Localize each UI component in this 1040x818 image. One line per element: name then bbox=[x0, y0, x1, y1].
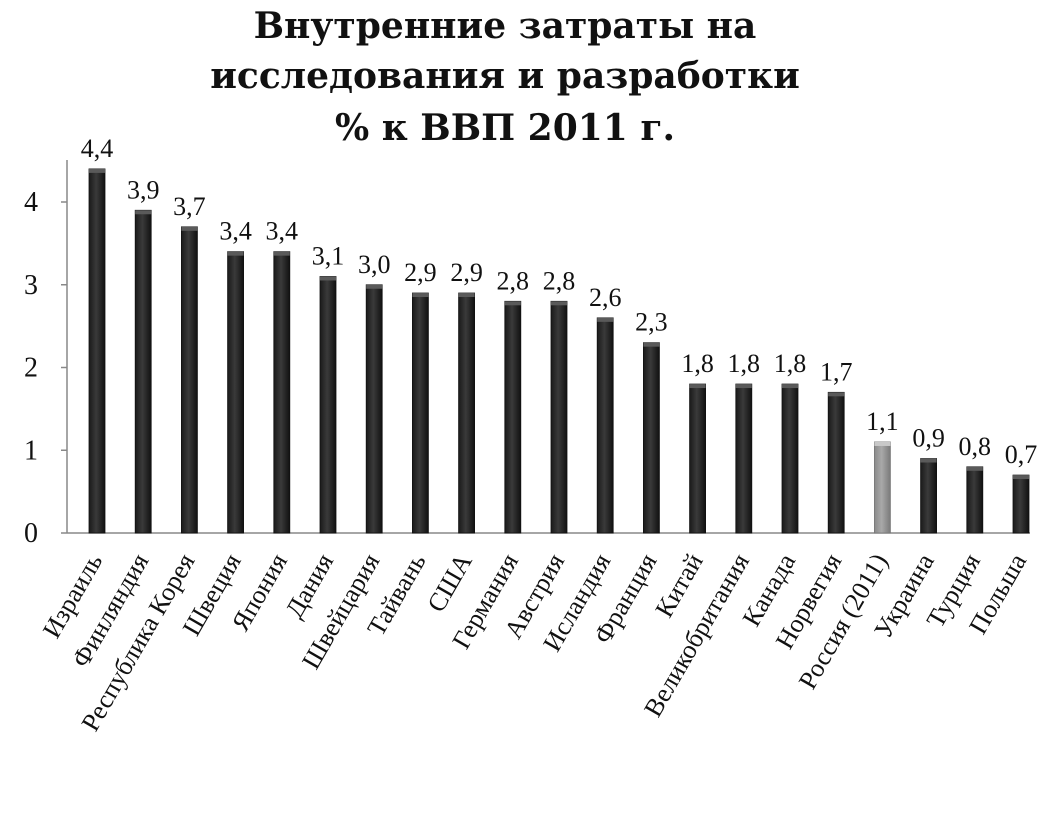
bar-cap-5 bbox=[320, 276, 336, 281]
bar-cap-11 bbox=[597, 317, 614, 322]
bar-cap-15 bbox=[782, 384, 798, 389]
bar-4 bbox=[273, 251, 291, 534]
bar-16 bbox=[827, 391, 845, 534]
data-label-11: 2,6 bbox=[589, 283, 622, 312]
bar-cap-12 bbox=[643, 342, 660, 347]
data-label-12: 2,3 bbox=[635, 308, 668, 337]
bar-19 bbox=[966, 466, 984, 534]
bar-cap-20 bbox=[1013, 475, 1029, 480]
bar-14 bbox=[735, 383, 753, 534]
chart-title: Внутренние затраты на исследования и разр… bbox=[210, 5, 800, 149]
data-label-14: 1,8 bbox=[728, 349, 761, 378]
data-label-13: 1,8 bbox=[681, 349, 714, 378]
bar-11 bbox=[596, 317, 614, 534]
bar-cap-9 bbox=[504, 301, 521, 306]
bar-3 bbox=[227, 251, 245, 534]
bar-20 bbox=[1012, 474, 1030, 534]
data-label-0: 4,4 bbox=[81, 134, 114, 163]
bar-18 bbox=[920, 458, 937, 534]
bar-0 bbox=[88, 168, 106, 534]
title-line-1: Внутренние затраты на bbox=[254, 5, 757, 47]
bar-cap-8 bbox=[458, 293, 475, 298]
title-line-2: исследования и разработки bbox=[210, 55, 800, 97]
data-label-20: 0,7 bbox=[1005, 440, 1038, 469]
bar-1 bbox=[134, 209, 152, 534]
y-tick-label: 4 bbox=[24, 187, 38, 218]
bar-cap-6 bbox=[366, 284, 383, 289]
data-label-18: 0,9 bbox=[912, 424, 945, 453]
data-label-9: 2,8 bbox=[497, 266, 530, 295]
data-label-2: 3,7 bbox=[173, 192, 206, 221]
y-tick-label: 0 bbox=[24, 518, 38, 549]
bar-cap-19 bbox=[966, 466, 983, 471]
bar-2 bbox=[180, 226, 198, 534]
y-tick-label: 2 bbox=[24, 353, 38, 384]
bar-cap-7 bbox=[412, 293, 429, 298]
y-tick-label: 3 bbox=[24, 270, 38, 301]
bar-cap-13 bbox=[689, 384, 706, 389]
bar-cap-4 bbox=[273, 251, 290, 256]
bar-cap-0 bbox=[89, 168, 105, 173]
data-label-16: 1,7 bbox=[820, 357, 853, 386]
bar-cap-17 bbox=[874, 441, 891, 446]
data-label-10: 2,8 bbox=[543, 266, 576, 295]
title-line-3: % к ВВП 2011 г. bbox=[335, 107, 675, 149]
bar-cap-10 bbox=[551, 301, 567, 306]
bar-cap-2 bbox=[181, 226, 198, 231]
y-tick-label: 1 bbox=[24, 435, 38, 466]
bar-15 bbox=[781, 383, 799, 534]
bar-cap-1 bbox=[135, 210, 152, 215]
data-labels: 4,4 3,9 3,7 3,4 3,4 3,1 3,0 2,9 2,9 2,8 2,8 2,6 2,3 1… bbox=[81, 134, 1038, 469]
data-label-19: 0,8 bbox=[959, 432, 992, 461]
bar-cap-18 bbox=[920, 458, 937, 463]
bars bbox=[88, 168, 1030, 534]
bar-7 bbox=[411, 292, 429, 534]
bar-cap-16 bbox=[828, 392, 845, 397]
bar-cap-3 bbox=[227, 251, 244, 256]
data-label-17: 1,1 bbox=[866, 407, 899, 436]
data-label-7: 2,9 bbox=[404, 258, 437, 287]
bar-9 bbox=[504, 300, 522, 534]
bar-10 bbox=[550, 300, 568, 534]
bar-13 bbox=[689, 383, 706, 534]
bar-17 bbox=[874, 441, 891, 534]
data-label-6: 3,0 bbox=[358, 250, 391, 279]
data-label-4: 3,4 bbox=[266, 217, 299, 246]
bar-8 bbox=[458, 292, 476, 534]
data-label-5: 3,1 bbox=[312, 241, 345, 270]
bar-6 bbox=[365, 284, 383, 534]
data-label-3: 3,4 bbox=[219, 217, 252, 246]
bar-12 bbox=[643, 342, 660, 534]
data-label-8: 2,9 bbox=[450, 258, 483, 287]
data-label-1: 3,9 bbox=[127, 175, 160, 204]
bar-5 bbox=[319, 276, 337, 534]
data-label-15: 1,8 bbox=[774, 349, 807, 378]
bar-cap-14 bbox=[735, 384, 752, 389]
